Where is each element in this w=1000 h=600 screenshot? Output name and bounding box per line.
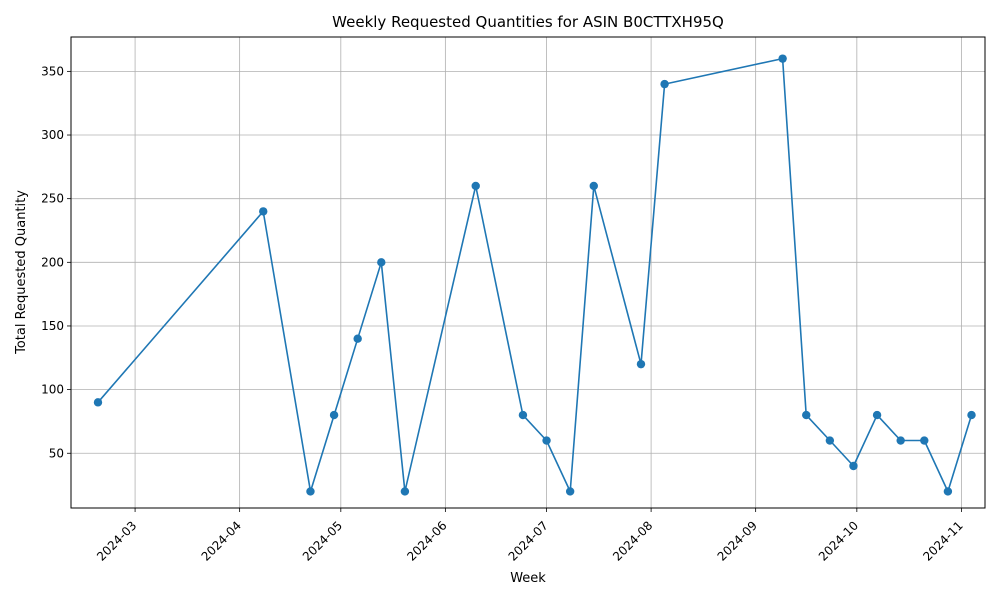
series-line [97, 57, 973, 493]
data-point [660, 79, 669, 89]
data-point [920, 436, 929, 445]
y-tick-label: 100 [41, 383, 64, 397]
x-tick-label: 2024-07 [506, 518, 551, 563]
x-tick-label: 2024-06 [404, 518, 449, 563]
data-point [943, 487, 953, 496]
data-point [542, 436, 551, 445]
data-point [589, 181, 598, 191]
y-tick-label: 300 [41, 128, 64, 142]
data-point [778, 54, 787, 63]
data-point [636, 359, 646, 369]
series-layer [93, 54, 976, 496]
data-point [400, 487, 410, 496]
x-tick-label: 2024-03 [94, 518, 139, 563]
x-axis-label: Week [510, 571, 546, 586]
data-point [967, 410, 976, 420]
axes: 2024-03 2024-04 2024-05 2024-06 2024-07 2024-… [41, 64, 966, 563]
y-axis-label: Total Requested Quantity [14, 190, 29, 355]
x-tick-label: 2024-09 [715, 518, 760, 563]
data-point [565, 487, 575, 496]
data-point [872, 410, 882, 420]
x-tick-label: 2024-05 [300, 518, 345, 563]
plot-frame [70, 36, 986, 509]
x-tick-label: 2024-04 [199, 518, 244, 563]
data-point [93, 398, 103, 407]
x-tick-label: 2024-08 [610, 518, 655, 563]
data-point [306, 487, 315, 496]
data-point [377, 258, 386, 267]
data-point [471, 181, 480, 191]
data-point [259, 207, 268, 216]
y-tick-label: 250 [41, 192, 64, 206]
data-point [825, 436, 835, 445]
grid [71, 37, 985, 508]
chart-title: Weekly Requested Quantities for ASIN B0C… [332, 13, 724, 31]
data-point [329, 410, 339, 420]
y-tick-label: 150 [41, 319, 64, 333]
x-tick-label: 2024-11 [920, 518, 965, 563]
data-point [802, 410, 811, 420]
data-point [518, 410, 528, 420]
data-point [353, 334, 362, 343]
y-tick-label: 50 [49, 446, 64, 460]
data-point [849, 461, 858, 471]
x-tick-label: 2024-10 [816, 518, 861, 563]
data-point [896, 436, 905, 445]
y-tick-label: 200 [41, 255, 64, 269]
y-tick-label: 350 [41, 64, 64, 78]
